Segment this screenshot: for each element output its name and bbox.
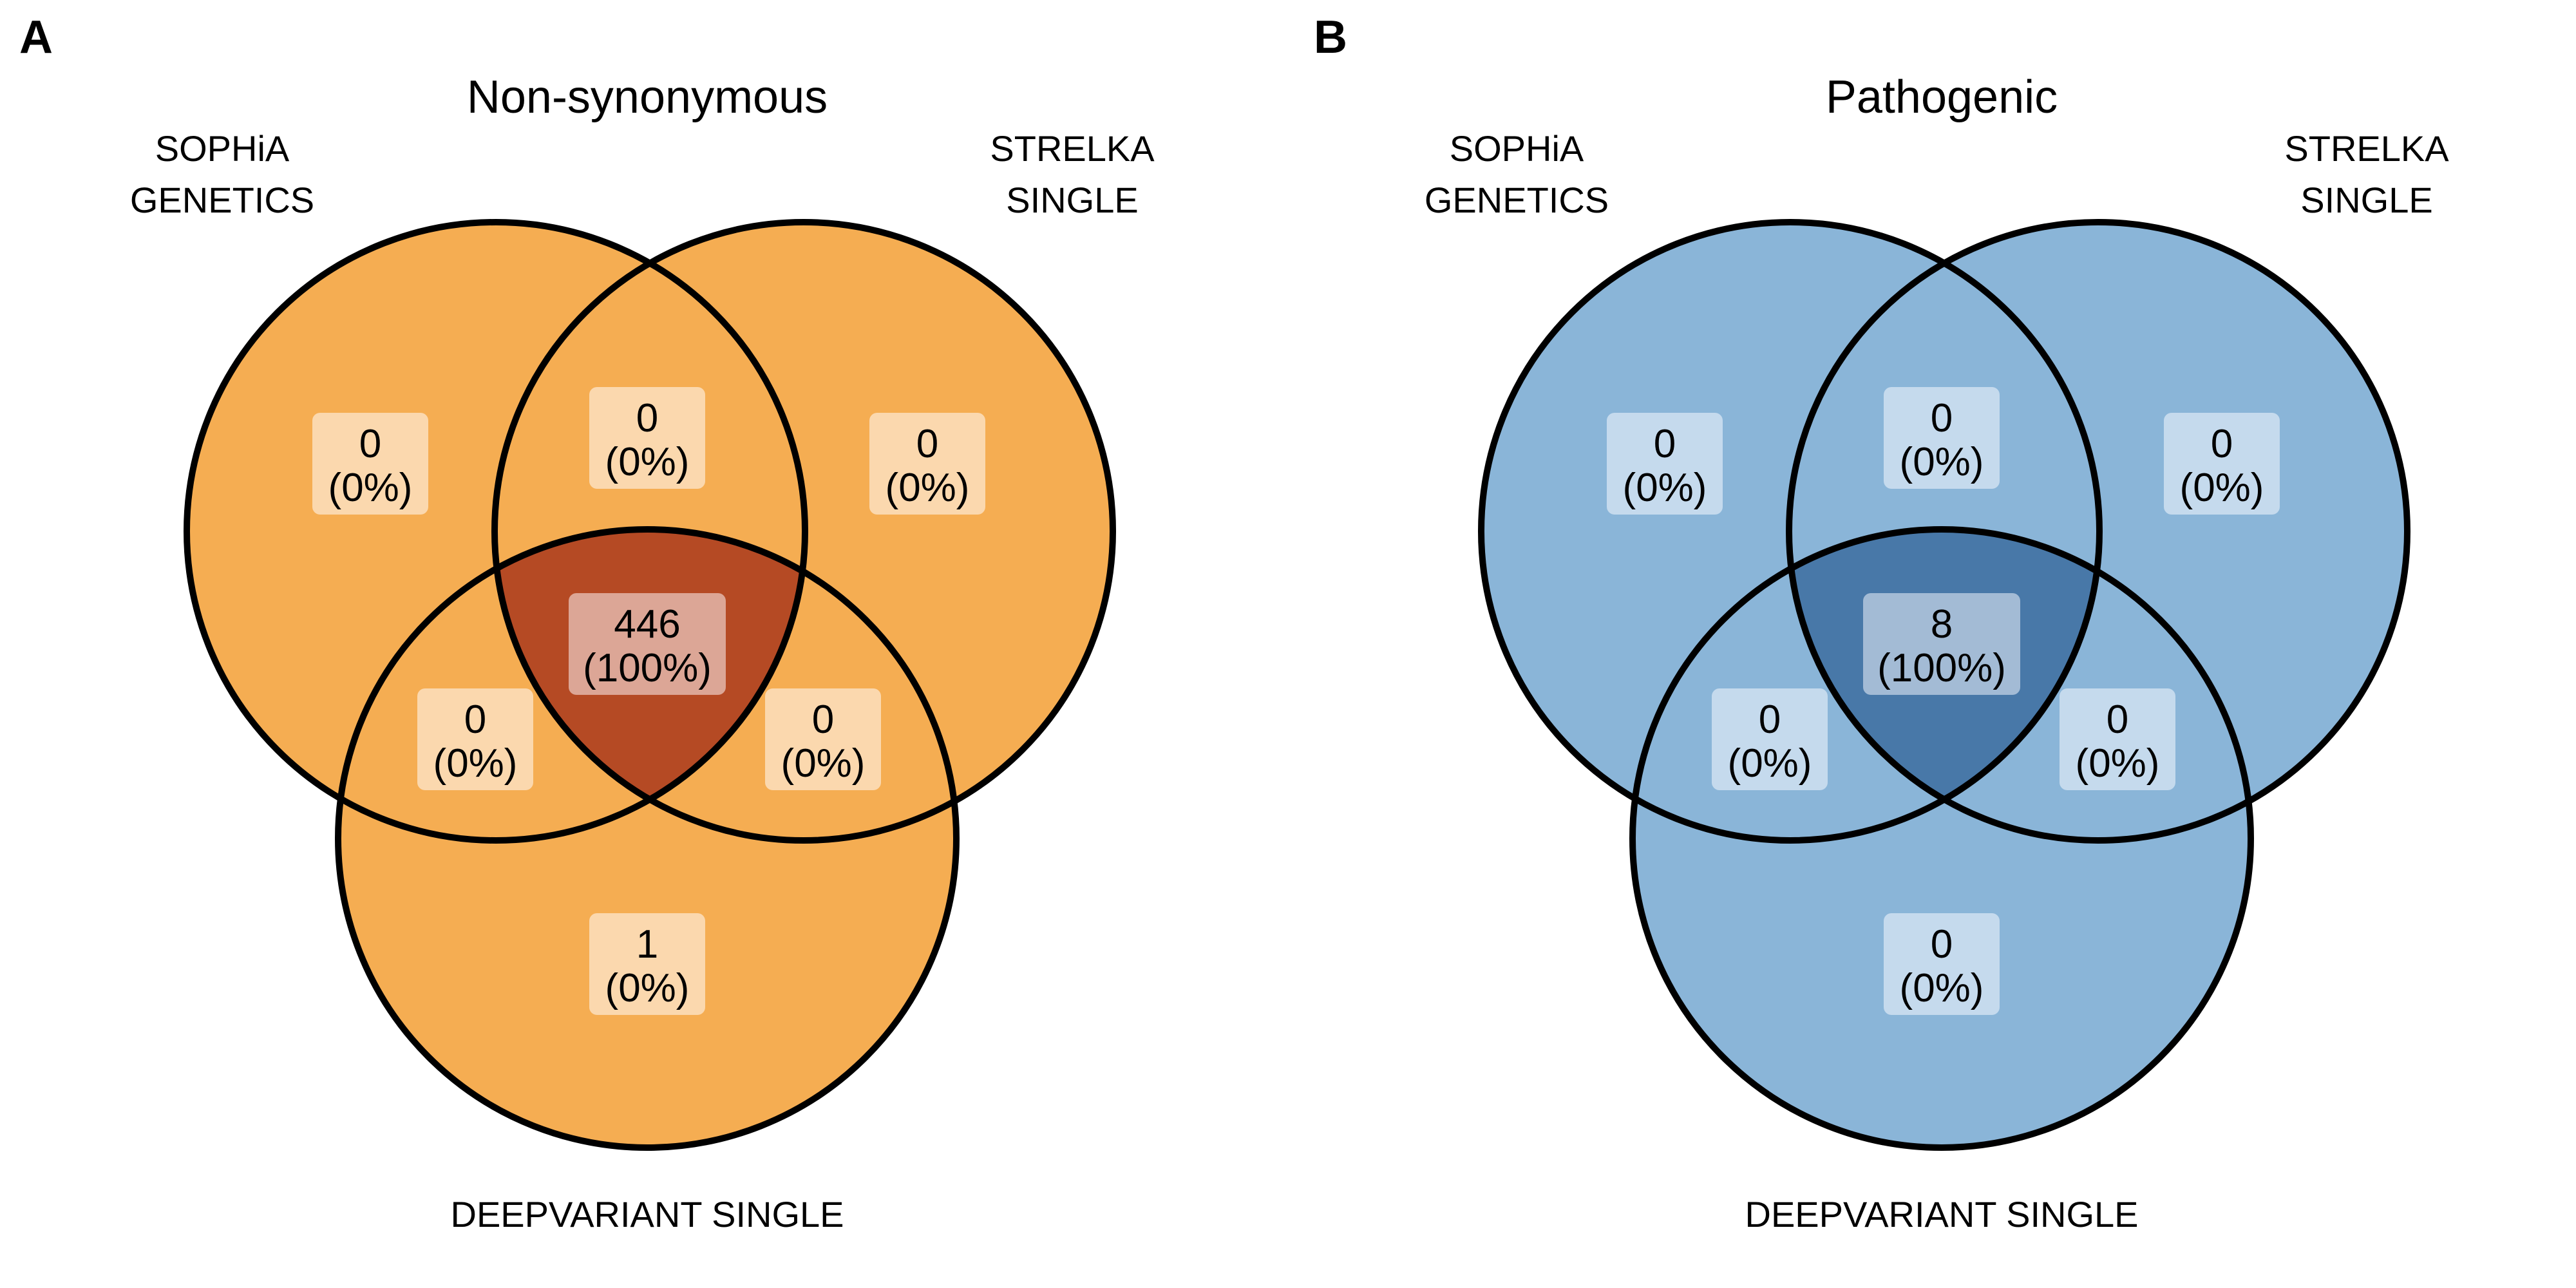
- panel-letter: A: [19, 12, 53, 63]
- region-count: 0: [1931, 396, 1953, 440]
- region-percent: (0%): [886, 466, 970, 510]
- region-label-b_only: 0(0%): [2164, 413, 2280, 515]
- region-count: 0: [916, 422, 938, 466]
- region-label-c_only: 0(0%): [1884, 913, 2000, 1015]
- region-label-box: [1712, 688, 1828, 790]
- region-count: 0: [2107, 697, 2128, 742]
- region-label-a_only: 0(0%): [312, 413, 428, 515]
- set-a-label: SOPHiA: [1450, 128, 1584, 169]
- region-label-box: [1607, 413, 1723, 515]
- region-percent: (0%): [781, 741, 866, 786]
- region-count: 0: [1654, 422, 1676, 466]
- region-percent: (0%): [433, 741, 518, 786]
- region-label-box: [569, 593, 726, 695]
- region-label-box: [765, 688, 881, 790]
- region-label-box: [869, 413, 985, 515]
- region-percent: (0%): [605, 966, 690, 1010]
- region-label-box: [1863, 593, 2020, 695]
- region-label-box: [312, 413, 428, 515]
- region-label-ac_only: 0(0%): [1712, 688, 1828, 790]
- region-percent: (0%): [328, 466, 413, 510]
- set-a-outline: [1478, 219, 2103, 844]
- set-b-label: SINGLE: [2300, 180, 2432, 220]
- region-percent: (0%): [1623, 466, 1707, 510]
- region-count: 8: [1931, 602, 1953, 647]
- region-percent: (0%): [605, 440, 690, 484]
- region-count: 1: [636, 922, 658, 967]
- region-label-box: [589, 913, 705, 1015]
- region-label-abc: 446(100%): [569, 593, 726, 695]
- region-percent: (0%): [2180, 466, 2264, 510]
- region-percent: (100%): [583, 646, 712, 690]
- region-count: 0: [2211, 422, 2233, 466]
- set-c-outline: [1629, 526, 2254, 1151]
- set-a-outline: [184, 219, 808, 844]
- region-label-ab_only: 0(0%): [1884, 387, 2000, 489]
- panel-letter: B: [1314, 12, 1347, 63]
- region-count: 0: [1759, 697, 1781, 742]
- region-label-b_only: 0(0%): [869, 413, 985, 515]
- region-label-box: [2164, 413, 2280, 515]
- region-label-bc_only: 0(0%): [2060, 688, 2175, 790]
- set-c-outline: [335, 526, 960, 1151]
- panel-title: Non-synonymous: [467, 71, 828, 123]
- region-count: 0: [636, 396, 658, 440]
- region-label-box: [417, 688, 533, 790]
- region-label-a_only: 0(0%): [1607, 413, 1723, 515]
- set-a-label: GENETICS: [130, 180, 314, 220]
- panel-title: Pathogenic: [1826, 71, 2058, 123]
- region-percent: (0%): [1900, 440, 1984, 484]
- region-label-box: [2060, 688, 2175, 790]
- set-a-label: GENETICS: [1425, 180, 1609, 220]
- set-c-fill: [338, 529, 956, 1148]
- set-c-label: DEEPVARIANT SINGLE: [451, 1194, 844, 1235]
- venn-panel-b: B Pathogenic SOPHiA GENETICS STRELKA SINGLE DE…: [1314, 12, 2449, 1235]
- region-label-box: [589, 387, 705, 489]
- region-percent: (0%): [1900, 966, 1984, 1010]
- region-label-c_only: 1(0%): [589, 913, 705, 1015]
- set-a-label: SOPHiA: [155, 128, 290, 169]
- set-b-outline: [491, 219, 1116, 844]
- region-label-ab_only: 0(0%): [589, 387, 705, 489]
- set-b-label: STRELKA: [990, 128, 1155, 169]
- set-c-fill: [1633, 529, 2251, 1148]
- region-label-abc: 8(100%): [1863, 593, 2020, 695]
- region-label-ac_only: 0(0%): [417, 688, 533, 790]
- region-percent: (100%): [1877, 646, 2006, 690]
- region-count: 0: [812, 697, 834, 742]
- region-percent: (0%): [2076, 741, 2160, 786]
- set-b-label: STRELKA: [2284, 128, 2449, 169]
- region-count: 446: [614, 602, 680, 647]
- region-label-bc_only: 0(0%): [765, 688, 881, 790]
- set-b-outline: [1786, 219, 2410, 844]
- region-count: 0: [464, 697, 486, 742]
- region-label-box: [1884, 913, 2000, 1015]
- set-b-label: SINGLE: [1006, 180, 1138, 220]
- region-percent: (0%): [1728, 741, 1812, 786]
- region-count: 0: [1931, 922, 1953, 967]
- region-count: 0: [359, 422, 381, 466]
- set-c-label: DEEPVARIANT SINGLE: [1745, 1194, 2139, 1235]
- venn-panel-a: A Non-synonymous SOPHiA GENETICS STRELKA SING…: [19, 12, 1155, 1235]
- region-label-box: [1884, 387, 2000, 489]
